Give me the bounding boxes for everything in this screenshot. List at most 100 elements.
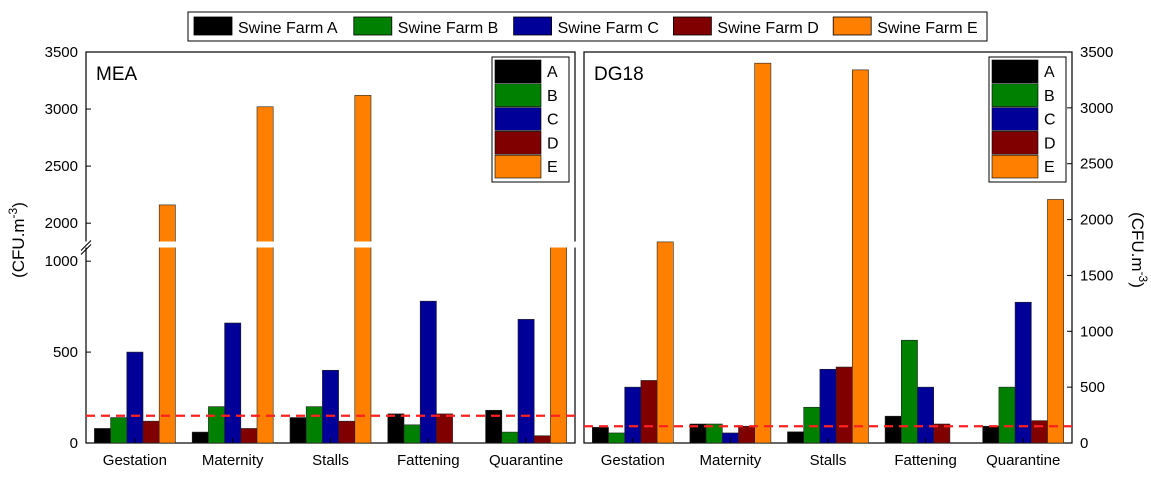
x-tick-label: Fattening bbox=[894, 452, 957, 469]
inner-legend-swatch bbox=[494, 107, 542, 131]
bar-c bbox=[322, 369, 339, 444]
y-tick-label: 500 bbox=[1080, 379, 1105, 396]
bar-c bbox=[819, 368, 837, 444]
legend-label: Swine Farm C bbox=[558, 20, 659, 37]
bar-a bbox=[591, 427, 609, 444]
bar-b bbox=[208, 406, 225, 444]
bar-a bbox=[387, 413, 405, 444]
y-tick-label: 2500 bbox=[45, 158, 78, 175]
bar-e bbox=[1047, 199, 1065, 444]
bar-d bbox=[835, 366, 853, 444]
x-tick-label: Maternity bbox=[202, 452, 264, 469]
panel-title: MEA bbox=[96, 64, 138, 85]
bar-a bbox=[982, 425, 1000, 444]
bar-c bbox=[126, 351, 144, 444]
axis-break-gap bbox=[80, 241, 581, 248]
x-tick-label: Gestation bbox=[103, 452, 167, 469]
y-tick-label: 0 bbox=[1080, 435, 1088, 452]
bar-e bbox=[354, 95, 372, 444]
bar-d bbox=[338, 420, 356, 444]
y-tick-label: 1500 bbox=[1080, 267, 1113, 284]
inner-legend-label: B bbox=[1044, 88, 1055, 105]
inner-legend-swatch bbox=[494, 83, 542, 107]
bar-b bbox=[403, 424, 421, 444]
inner-legend-swatch bbox=[991, 131, 1039, 155]
legend-label: Swine Farm B bbox=[398, 20, 498, 37]
inner-legend-label: A bbox=[1044, 64, 1055, 81]
bar-d bbox=[640, 380, 658, 444]
x-tick-label: Stalls bbox=[312, 452, 349, 469]
y-tick-label: 3000 bbox=[1080, 100, 1113, 117]
bar-d bbox=[933, 423, 951, 444]
inner-legend-swatch bbox=[991, 83, 1039, 107]
bar-c bbox=[917, 386, 935, 444]
inner-legend-label: C bbox=[547, 112, 559, 129]
bar-d bbox=[533, 435, 551, 444]
inner-legend-label: E bbox=[547, 159, 558, 176]
legend-swatch bbox=[673, 16, 712, 36]
mea-panel: Gestation Maternity Stalls Fattening Quarant… bbox=[6, 44, 581, 469]
inner-legend-swatch bbox=[494, 154, 542, 179]
y-tick-label: 1000 bbox=[1080, 323, 1113, 340]
legend-swatch bbox=[353, 16, 393, 36]
bar-b bbox=[110, 417, 128, 444]
bar-e bbox=[754, 62, 772, 444]
y-tick-label: 0 bbox=[70, 435, 78, 452]
bar-c bbox=[624, 386, 642, 444]
legend: Swine Farm A Swine Farm B Swine Farm C Swin… bbox=[187, 11, 988, 42]
inner-legend-swatch bbox=[991, 107, 1039, 131]
bar-b bbox=[803, 406, 821, 444]
bar-a bbox=[191, 431, 209, 444]
bar-b bbox=[305, 406, 323, 444]
bar-b bbox=[998, 386, 1016, 444]
bar-e bbox=[851, 69, 869, 444]
bar-a bbox=[787, 431, 805, 444]
y-tick-label: 3000 bbox=[45, 101, 78, 118]
bar-e bbox=[656, 241, 674, 444]
x-tick-label: Quarantine bbox=[986, 452, 1060, 469]
inner-legend-label: D bbox=[1044, 135, 1056, 152]
legend-swatch bbox=[832, 16, 872, 36]
inner-legend-label: A bbox=[547, 64, 558, 81]
bar-a bbox=[289, 417, 307, 444]
legend-swatch bbox=[193, 16, 233, 36]
y-tick-label: 2000 bbox=[1080, 212, 1113, 229]
bar-d bbox=[436, 413, 453, 444]
bar-a bbox=[884, 415, 902, 444]
y-axis-label: (CFU.m-3) bbox=[1128, 212, 1150, 288]
legend-swatch bbox=[513, 16, 552, 36]
inner-legend-label: B bbox=[547, 88, 558, 105]
inner-legend-swatch bbox=[494, 131, 542, 155]
inner-legend-swatch bbox=[494, 59, 542, 84]
inner-legend-label: E bbox=[1044, 159, 1055, 176]
axis-break-mark bbox=[80, 240, 92, 251]
bar-d bbox=[1031, 420, 1048, 444]
panel-title: DG18 bbox=[594, 64, 644, 85]
y-axis-label: (CFU.m-3) bbox=[6, 202, 28, 278]
bar-e bbox=[256, 106, 274, 444]
legend-label: Swine Farm A bbox=[238, 20, 338, 37]
y-tick-label: 1000 bbox=[45, 253, 78, 270]
legend-label: Swine Farm E bbox=[877, 20, 977, 37]
bar-c bbox=[517, 319, 535, 444]
y-tick-label: 2000 bbox=[45, 215, 78, 232]
bar-b bbox=[501, 431, 519, 444]
x-tick-label: Stalls bbox=[810, 452, 847, 469]
bar-d bbox=[142, 420, 160, 444]
axis-break-mark bbox=[80, 244, 92, 255]
y-tick-label: 3500 bbox=[45, 44, 78, 61]
inner-legend-label: C bbox=[1044, 112, 1056, 129]
bar-a bbox=[94, 428, 111, 444]
bar-c bbox=[419, 300, 437, 444]
inner-legend-swatch bbox=[991, 154, 1039, 179]
bar-d bbox=[738, 425, 756, 444]
x-tick-label: Gestation bbox=[601, 452, 665, 469]
x-tick-label: Fattening bbox=[397, 452, 460, 469]
bar-c bbox=[224, 322, 242, 444]
y-tick-label: 2500 bbox=[1080, 156, 1113, 173]
dg18-panel: Gestation Maternity Stalls Fattening Quarant… bbox=[583, 44, 1150, 469]
x-tick-label: Maternity bbox=[700, 452, 762, 469]
legend-label: Swine Farm D bbox=[717, 20, 818, 37]
